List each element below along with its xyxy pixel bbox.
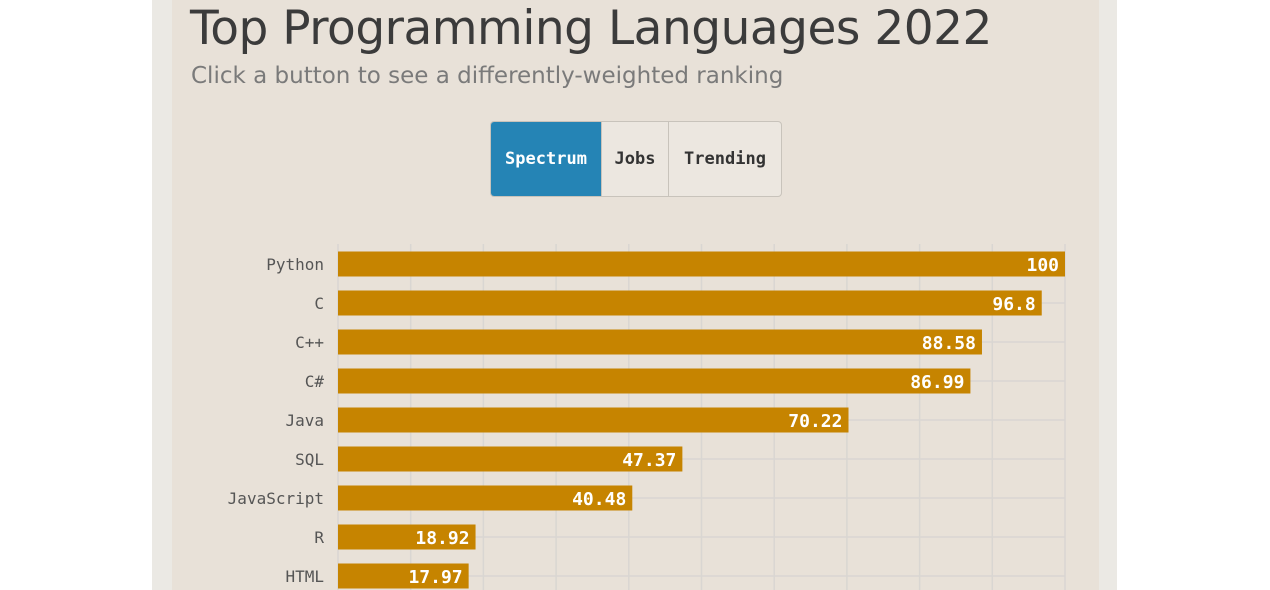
value-label: 17.97 (408, 567, 462, 588)
ranking-button-group: Spectrum Jobs Trending (490, 121, 782, 197)
value-label: 96.8 (992, 294, 1035, 315)
bar-javascript (338, 485, 633, 511)
trending-button[interactable]: Trending (684, 149, 766, 169)
value-label: 86.99 (910, 372, 964, 393)
value-label: 100 (1026, 255, 1059, 276)
bar-sql (338, 446, 683, 472)
category-label: Python (266, 255, 324, 274)
bar-c- (338, 368, 971, 394)
value-label: 47.37 (622, 450, 676, 471)
category-label: C# (305, 372, 325, 391)
bar-c- (338, 329, 982, 355)
bar-c (338, 290, 1042, 316)
value-label: 40.48 (572, 489, 626, 510)
bar-r (338, 524, 476, 550)
bar-html (338, 563, 469, 589)
category-label: HTML (285, 567, 324, 586)
value-label: 18.92 (415, 528, 469, 549)
bar-python (338, 251, 1065, 277)
category-label: JavaScript (228, 489, 324, 508)
jobs-button[interactable]: Jobs (602, 122, 669, 196)
value-label: 88.58 (922, 333, 976, 354)
category-label: Java (285, 411, 324, 430)
page-subtitle: Click a button to see a differently-weig… (191, 63, 784, 89)
value-label: 70.22 (788, 411, 842, 432)
category-label: R (314, 528, 324, 547)
category-label: SQL (295, 450, 324, 469)
page-title: Top Programming Languages 2022 (190, 1, 992, 56)
category-label: C (314, 294, 324, 313)
category-label: C++ (295, 333, 324, 352)
spectrum-button[interactable]: Spectrum (491, 122, 602, 196)
bar-java (338, 407, 849, 433)
